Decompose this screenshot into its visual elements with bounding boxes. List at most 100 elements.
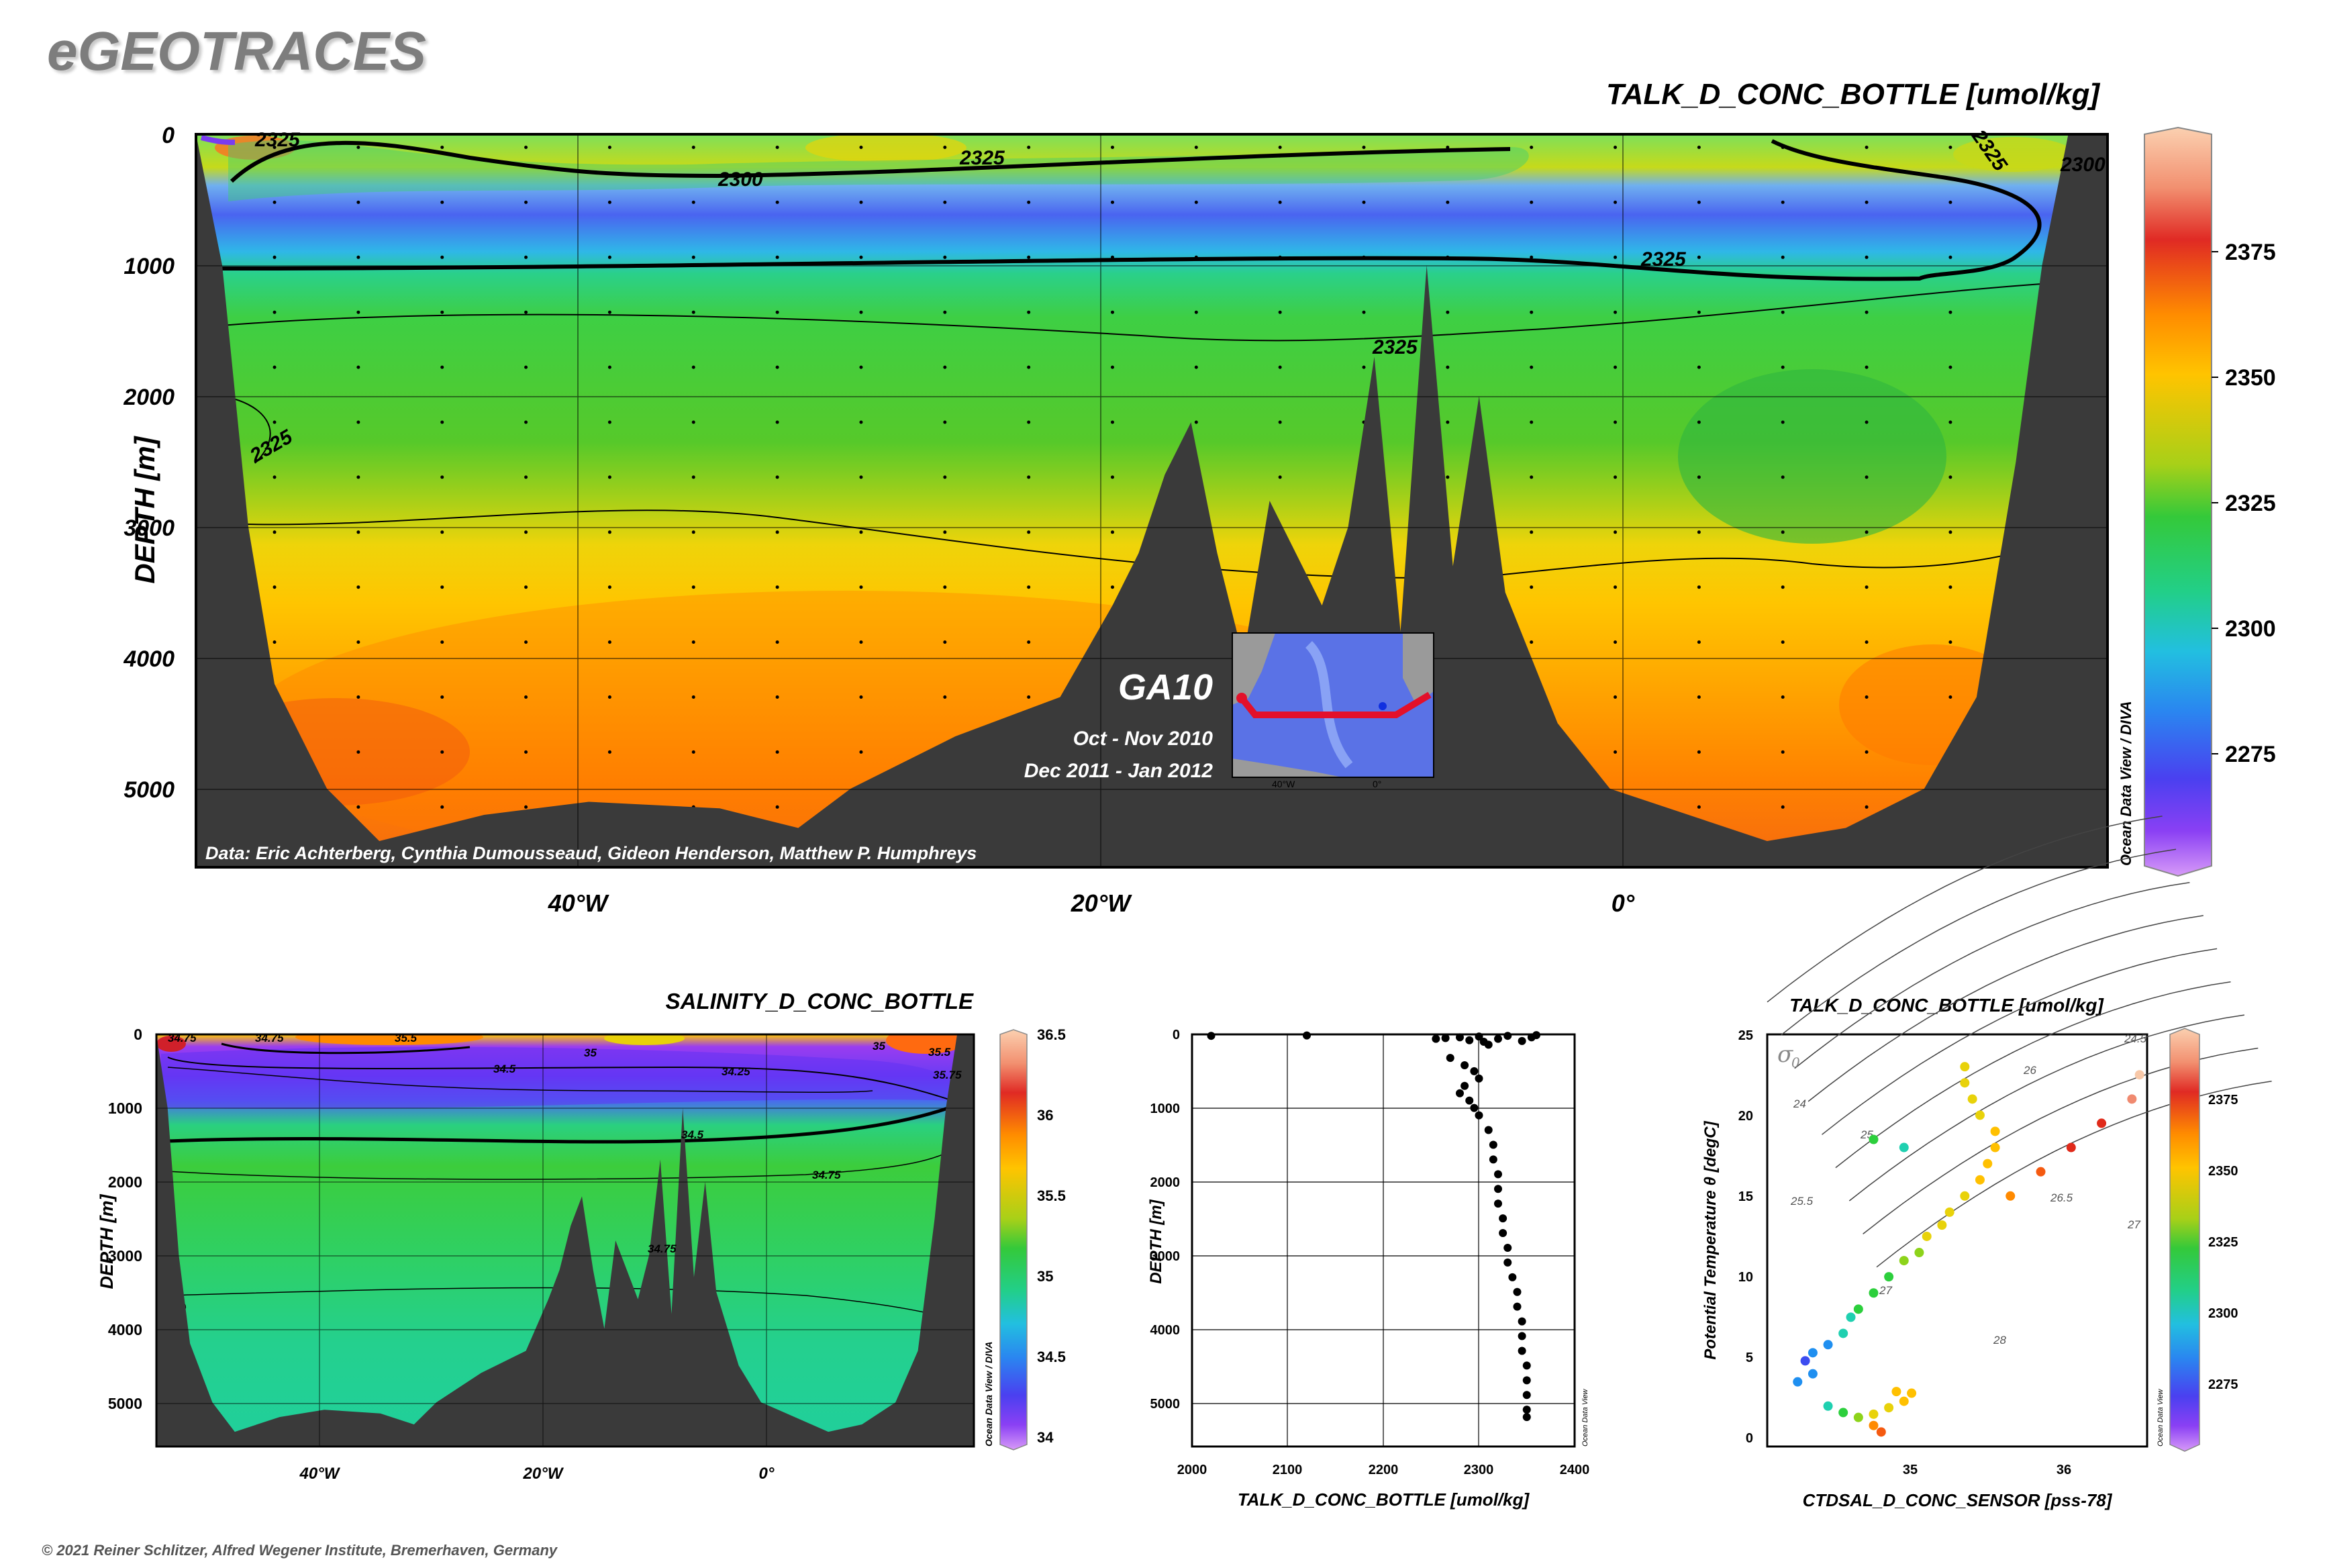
sample-dot	[1865, 475, 1869, 479]
profile-point	[1499, 1214, 1507, 1223]
sample-dot	[1781, 255, 1785, 259]
sample-dot	[356, 146, 360, 149]
sample-dot	[440, 695, 444, 699]
ts-point	[1944, 1207, 1954, 1217]
sample-dot	[273, 146, 277, 149]
sample-dot	[1530, 255, 1534, 259]
sample-dot	[1530, 530, 1534, 534]
svg-text:25: 25	[1738, 1028, 1753, 1043]
profile-point	[1456, 1033, 1464, 1042]
ts-point	[1983, 1159, 1993, 1169]
sample-dot	[356, 475, 360, 479]
svg-text:1000: 1000	[108, 1099, 142, 1117]
sample-dot	[273, 530, 277, 534]
isopycnal-line	[1767, 816, 2163, 1003]
sample-dot	[1194, 365, 1198, 369]
sample-dot	[1614, 585, 1618, 589]
isopycnal-line	[1794, 881, 2190, 1069]
talk-x-axis: 40°W 20°W 0°	[548, 889, 1635, 917]
svg-text:2350: 2350	[2208, 1164, 2238, 1179]
salinity-bathymetry	[156, 1034, 974, 1447]
sample-dot	[1614, 530, 1618, 534]
sample-dot	[356, 200, 360, 204]
salinity-x-axis: 40°W 20°W 0°	[299, 1465, 775, 1483]
sample-dot	[607, 365, 611, 369]
sample-dot	[1278, 420, 1282, 424]
svg-text:34.5: 34.5	[493, 1063, 516, 1075]
salinity-y-axis-label: DEPTH [m]	[97, 1193, 117, 1289]
sample-dot	[859, 750, 863, 754]
sample-dot	[524, 750, 528, 754]
ts-odv-note: Ocean Data View	[2157, 1389, 2165, 1447]
sample-dot	[943, 200, 947, 204]
svg-text:2300: 2300	[2060, 154, 2106, 176]
profile-point	[1475, 1032, 1483, 1041]
profile-points	[1207, 1031, 1540, 1422]
sample-dot	[1362, 146, 1366, 149]
sample-dot	[859, 255, 863, 259]
sample-dot	[440, 310, 444, 314]
sample-dot	[273, 640, 277, 644]
sample-dot	[1697, 585, 1701, 589]
profile-x-axis: 2000 2100 2200 2300 2400	[1177, 1463, 1590, 1477]
sample-dot	[607, 750, 611, 754]
sample-dot	[1697, 805, 1701, 809]
sample-dot	[1865, 146, 1869, 149]
sample-dot	[273, 200, 277, 204]
sample-dot	[691, 365, 695, 369]
ts-point	[1800, 1356, 1810, 1366]
ts-point	[1823, 1401, 1833, 1411]
sample-dot	[691, 420, 695, 424]
profile-point	[1484, 1126, 1493, 1134]
svg-text:2325: 2325	[959, 147, 1005, 169]
profile-point	[1532, 1031, 1540, 1040]
inset-lon-tick: 0°	[1373, 779, 1381, 789]
talk-x-tick: 40°W	[548, 889, 609, 917]
ts-point	[1960, 1062, 1970, 1072]
sample-dot	[524, 365, 528, 369]
sample-dot	[524, 695, 528, 699]
sample-dot	[273, 420, 277, 424]
svg-text:27: 27	[1879, 1284, 1892, 1297]
sample-dot	[607, 585, 611, 589]
ts-point	[1823, 1340, 1833, 1350]
svg-text:20°W: 20°W	[523, 1465, 564, 1483]
talk-y-tick: 0	[162, 123, 175, 148]
sample-dot	[273, 475, 277, 479]
sample-dot	[1110, 475, 1114, 479]
ts-point	[1960, 1191, 1970, 1201]
sample-dot	[1614, 475, 1618, 479]
sample-dot	[1948, 365, 1952, 369]
sample-dot	[440, 640, 444, 644]
svg-text:34.75: 34.75	[648, 1242, 677, 1255]
sample-dot	[1948, 585, 1952, 589]
sample-dot	[1614, 365, 1618, 369]
sample-dot	[440, 146, 444, 149]
inset-lon-tick: 40°W	[1272, 779, 1295, 789]
sample-dot	[1614, 420, 1618, 424]
sample-dot	[1446, 146, 1450, 149]
sample-dot	[1027, 475, 1031, 479]
copyright-note: © 2021 Reiner Schlitzer, Alfred Wegener …	[42, 1542, 558, 1559]
profile-point	[1207, 1032, 1216, 1040]
svg-text:2400: 2400	[1560, 1463, 1590, 1477]
talk-odv-note: Ocean Data View / DIVA	[2118, 701, 2134, 866]
sample-dot	[1781, 310, 1785, 314]
sample-dot	[943, 475, 947, 479]
sample-dot	[356, 750, 360, 754]
svg-text:34.75: 34.75	[255, 1032, 284, 1044]
sample-dot	[440, 585, 444, 589]
sample-dot	[775, 475, 779, 479]
salinity-y-axis: 0 1000 2000 3000 4000 5000	[108, 1026, 142, 1412]
svg-text:3000: 3000	[108, 1247, 142, 1265]
profile-point	[1494, 1170, 1502, 1179]
sample-dot	[1530, 585, 1534, 589]
sample-dot	[273, 310, 277, 314]
sample-dot	[1027, 640, 1031, 644]
sample-dot	[691, 640, 695, 644]
profile-point	[1494, 1185, 1502, 1193]
sample-dot	[1865, 585, 1869, 589]
profile-point	[1518, 1332, 1526, 1340]
profile-point	[1499, 1229, 1507, 1238]
ts-point	[1899, 1256, 1909, 1266]
